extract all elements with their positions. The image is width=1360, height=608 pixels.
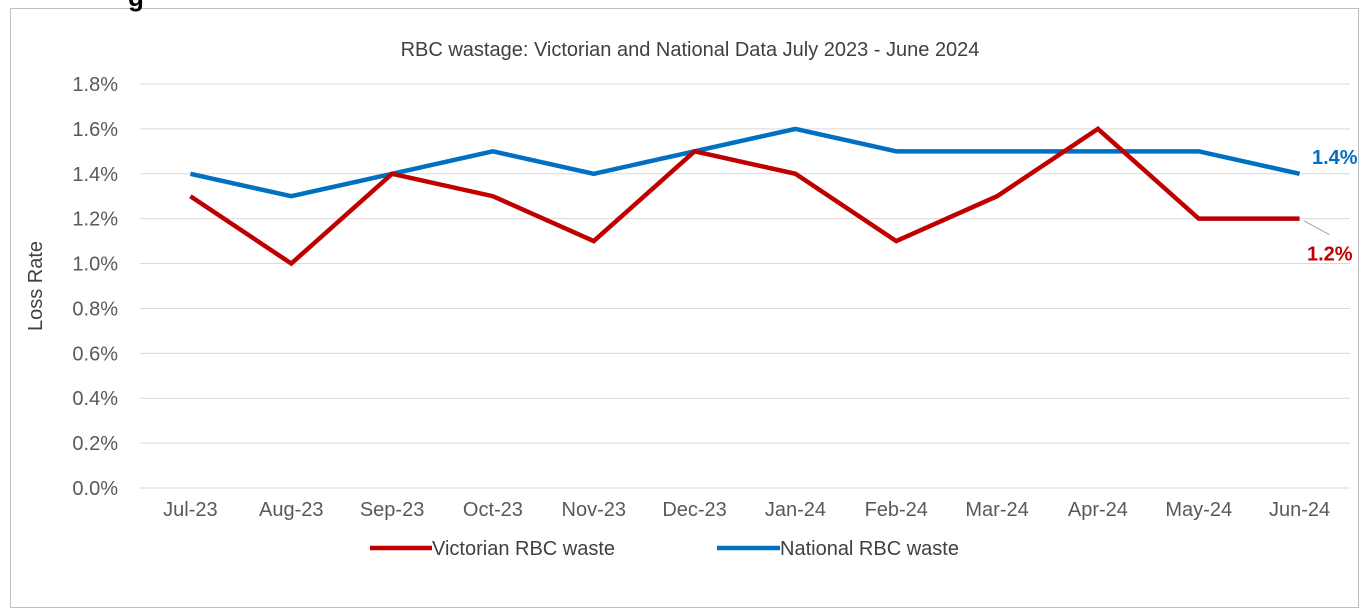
line-chart: RBC wastage: Victorian and National Data… [25, 39, 1358, 560]
y-tick-label: 1.4% [72, 164, 118, 186]
y-tick-label: 1.6% [72, 119, 118, 141]
legend: Victorian RBC waste National RBC waste [370, 538, 959, 560]
series-lines: 1.2% 1.4% [189, 126, 1358, 267]
y-axis-title: Loss Rate [25, 241, 47, 331]
x-tick-label: Aug-23 [259, 499, 324, 521]
y-tick-label: 0.2% [72, 433, 118, 455]
y-tick-label: 0.0% [72, 478, 118, 500]
y-tick-label: 1.0% [72, 254, 118, 276]
x-tick-label: Nov-23 [562, 499, 626, 521]
series-line [189, 126, 1300, 267]
series-line [189, 126, 1301, 199]
x-tick-label: Jul-23 [163, 499, 217, 521]
y-tick-label: 1.2% [72, 209, 118, 231]
x-tick-label: Apr-24 [1068, 499, 1128, 521]
chart-title: RBC wastage: Victorian and National Data… [401, 39, 980, 61]
data-label-leader [1303, 220, 1330, 236]
gridlines [140, 83, 1350, 489]
y-tick-label: 0.6% [72, 343, 118, 365]
x-tick-label: Oct-23 [463, 499, 523, 521]
x-tick-label: Jan-24 [765, 499, 826, 521]
x-tick-label: Dec-23 [662, 499, 726, 521]
x-axis-ticks: Jul-23 Aug-23 Sep-23 Oct-23 Nov-23 Dec-23 Jan-… [163, 499, 1330, 521]
legend-label: Victorian RBC waste [432, 538, 615, 560]
x-tick-label: Mar-24 [965, 499, 1028, 521]
y-tick-label: 1.8% [72, 74, 118, 96]
y-tick-label: 0.4% [72, 388, 118, 410]
y-tick-label: 0.8% [72, 298, 118, 320]
legend-label: National RBC waste [780, 538, 959, 560]
x-tick-label: Feb-24 [865, 499, 928, 521]
x-tick-label: Sep-23 [360, 499, 425, 521]
data-label: 1.4% [1312, 147, 1358, 169]
y-axis-ticks: 0.0% 0.2% 0.4% 0.6% 0.8% 1.0% 1.2% 1.4% 1.6% 1.8% [72, 74, 118, 500]
heading-fragment: g [128, 0, 144, 10]
x-tick-label: May-24 [1165, 499, 1232, 521]
data-label: 1.2% [1307, 244, 1353, 266]
x-tick-label: Jun-24 [1269, 499, 1330, 521]
